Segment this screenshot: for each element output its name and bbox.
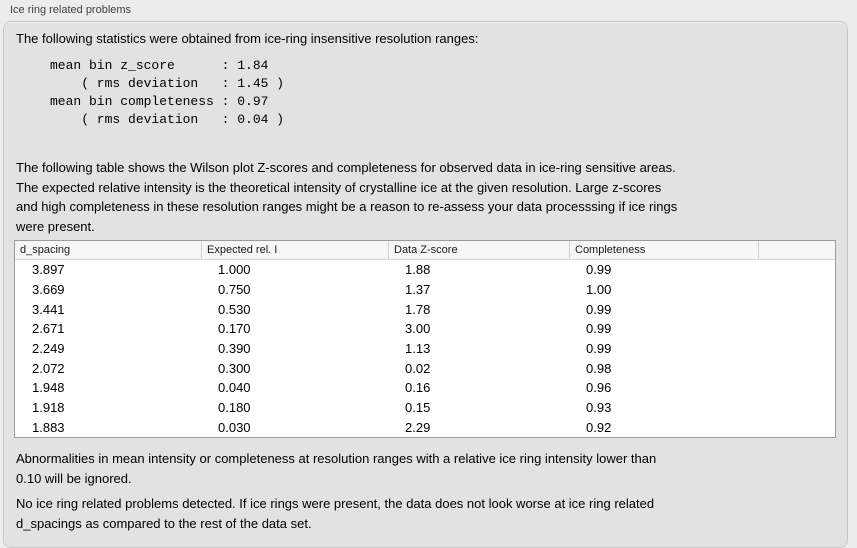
- stats-block: mean bin z_score : 1.84 ( rms deviation …: [50, 58, 285, 127]
- cell-data-z-score: 1.13: [405, 341, 431, 357]
- column-header-expected-rel-i[interactable]: Expected rel. I: [201, 241, 388, 259]
- column-header-empty[interactable]: [758, 241, 835, 259]
- column-header-completeness[interactable]: Completeness: [569, 241, 758, 259]
- table-row[interactable]: 3.669 0.750 1.37 1.00: [15, 280, 835, 300]
- table-row[interactable]: 3.897 1.000 1.88 0.99: [15, 260, 835, 280]
- cell-expected-rel-i: 0.030: [218, 419, 251, 435]
- table-row[interactable]: 1.883 0.030 2.29 0.92: [15, 417, 835, 437]
- intro-text: The following statistics were obtained f…: [16, 31, 479, 46]
- cell-completeness: 0.99: [586, 341, 612, 357]
- cell-d-spacing: 2.671: [32, 321, 65, 337]
- cell-expected-rel-i: 1.000: [218, 262, 251, 278]
- cell-expected-rel-i: 0.390: [218, 341, 251, 357]
- cell-data-z-score: 2.29: [405, 419, 431, 435]
- cell-data-z-score: 0.02: [405, 360, 431, 376]
- cell-data-z-score: 0.16: [405, 380, 431, 396]
- cell-expected-rel-i: 0.750: [218, 282, 251, 297]
- cell-d-spacing: 2.249: [32, 341, 65, 357]
- cell-expected-rel-i: 0.040: [218, 380, 251, 396]
- conclusion-note-text: No ice ring related problems detected. I…: [16, 496, 655, 531]
- cell-expected-rel-i: 0.530: [218, 301, 251, 317]
- cell-expected-rel-i: 0.170: [218, 321, 251, 337]
- cell-expected-rel-i: 0.180: [218, 400, 251, 416]
- cell-completeness: 0.92: [586, 419, 612, 435]
- panel-title: Ice ring related problems: [10, 4, 132, 16]
- cell-completeness: 0.99: [586, 301, 612, 317]
- cell-d-spacing: 1.948: [32, 380, 65, 396]
- cell-completeness: 1.00: [586, 282, 612, 297]
- cell-d-spacing: 1.918: [32, 400, 65, 416]
- cell-completeness: 0.96: [586, 380, 612, 396]
- column-header-d-spacing[interactable]: d_spacing: [20, 244, 71, 256]
- table-row[interactable]: 1.918 0.180 0.15 0.93: [15, 398, 835, 418]
- cell-data-z-score: 1.78: [405, 301, 431, 317]
- table-row[interactable]: 2.072 0.300 0.02 0.98: [15, 358, 835, 378]
- cell-completeness: 0.99: [586, 321, 612, 337]
- cell-d-spacing: 2.072: [32, 360, 65, 376]
- cell-data-z-score: 3.00: [405, 321, 431, 337]
- table-intro-text: The following table shows the Wilson plo…: [16, 160, 678, 234]
- table-row[interactable]: 2.249 0.390 1.13 0.99: [15, 339, 835, 359]
- table-row[interactable]: 3.441 0.530 1.78 0.99: [15, 299, 835, 319]
- cell-data-z-score: 0.15: [405, 400, 431, 416]
- cell-d-spacing: 3.441: [32, 301, 65, 317]
- cell-d-spacing: 1.883: [32, 419, 65, 435]
- table-row[interactable]: 2.671 0.170 3.00 0.99: [15, 319, 835, 339]
- table-header: d_spacing Expected rel. I Data Z-score C…: [15, 241, 835, 260]
- cell-completeness: 0.99: [586, 262, 612, 278]
- table-row[interactable]: 1.948 0.040 0.16 0.96: [15, 378, 835, 398]
- cell-completeness: 0.93: [586, 400, 612, 416]
- cell-expected-rel-i: 0.300: [218, 360, 251, 376]
- cell-completeness: 0.98: [586, 360, 612, 376]
- table-body: 3.897 1.000 1.88 0.99 3.669 0.750 1.37 1…: [15, 260, 835, 437]
- cell-d-spacing: 3.897: [32, 262, 65, 278]
- column-header-data-z-score[interactable]: Data Z-score: [388, 241, 569, 259]
- cell-d-spacing: 3.669: [32, 282, 65, 297]
- cell-data-z-score: 1.37: [405, 282, 431, 297]
- ice-ring-table[interactable]: d_spacing Expected rel. I Data Z-score C…: [14, 240, 836, 438]
- cell-data-z-score: 1.88: [405, 262, 431, 278]
- ignore-note-text: Abnormalities in mean intensity or compl…: [16, 451, 657, 486]
